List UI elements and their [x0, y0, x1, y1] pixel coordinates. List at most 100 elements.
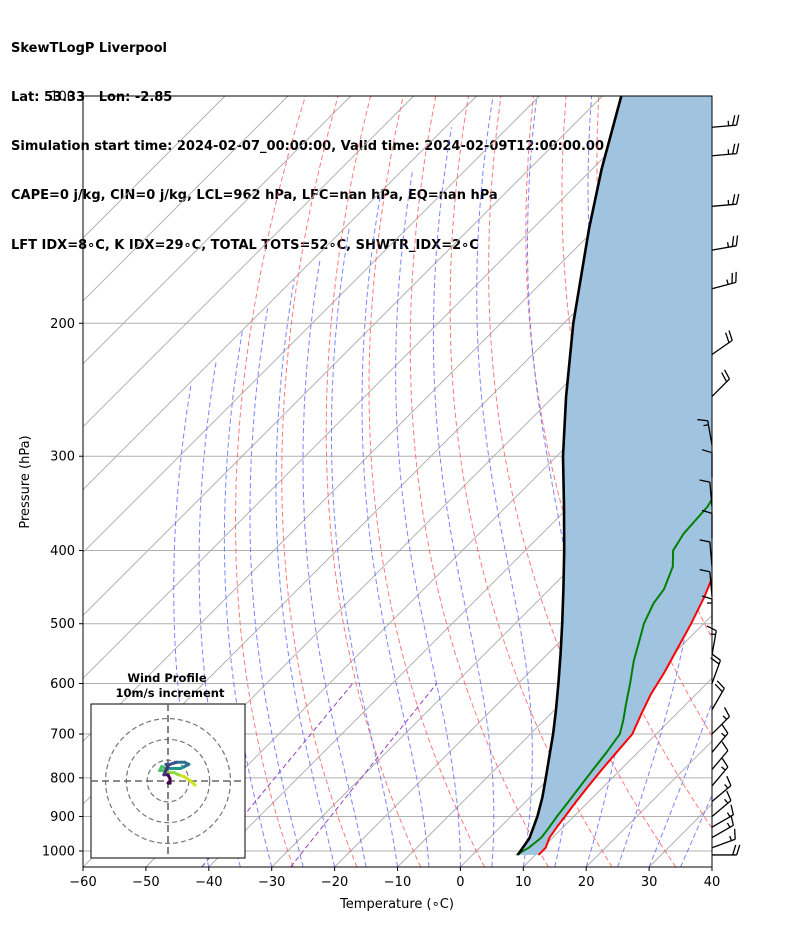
barb-staff — [711, 660, 722, 684]
barb-flag — [731, 236, 735, 247]
moist-adiabat — [302, 260, 367, 867]
barb-flag — [735, 114, 740, 126]
wind-barb — [711, 757, 729, 787]
wind-barb — [711, 369, 731, 397]
wind-barb — [711, 790, 732, 817]
barb-flag — [699, 569, 710, 573]
barb-flag — [733, 828, 736, 840]
barb-flag — [721, 372, 728, 383]
y-axis-label: Pressure (hPa) — [18, 435, 33, 528]
hodograph-inset — [90, 703, 246, 859]
wind-barb — [711, 271, 737, 290]
wind-barb — [701, 509, 713, 539]
dry-adiabat — [368, 96, 485, 867]
barb-flag — [725, 332, 730, 343]
title-line-2: Lat: 53.33 Lon: -2.85 — [11, 90, 173, 106]
dry-adiabat — [235, 96, 306, 867]
wind-barb — [711, 775, 732, 803]
wind-barb — [711, 114, 740, 128]
barb-flag — [726, 790, 732, 801]
x-tick-label: 40 — [704, 875, 721, 890]
isotherm-line — [83, 96, 289, 302]
moist-adiabat — [476, 96, 533, 867]
isotherm-line — [83, 96, 226, 239]
hodograph-plot — [91, 704, 245, 858]
barb-flag — [731, 143, 736, 155]
barb-staff — [711, 203, 737, 207]
wind-barb — [699, 479, 713, 507]
barb-flag — [699, 539, 710, 543]
wind-barb — [711, 828, 736, 849]
x-tick-label: −50 — [132, 875, 159, 890]
barb-flag — [735, 193, 740, 205]
barb-flag — [721, 724, 729, 734]
barb-half-flag — [724, 798, 729, 804]
barb-staff — [711, 750, 729, 770]
barb-flag — [728, 330, 733, 341]
moist-adiabat — [331, 228, 398, 867]
dry-adiabat — [729, 96, 794, 867]
moist-adiabat — [275, 279, 336, 867]
chart-title: SkewTLogP Liverpool Lat: 53.33 Lon: -2.8… — [11, 8, 604, 271]
isotherm-line — [334, 488, 712, 867]
wind-barb — [711, 235, 739, 251]
x-axis-label: Temperature (∘C) — [339, 897, 454, 912]
barb-flag — [721, 757, 729, 768]
moist-adiabat — [680, 794, 712, 867]
barb-flag — [701, 595, 713, 600]
barb-staff — [711, 152, 737, 157]
barb-staff — [711, 245, 737, 251]
wind-barb — [711, 707, 731, 735]
temperature-profile — [537, 575, 712, 856]
barb-flag — [736, 844, 741, 856]
barb-flag — [731, 194, 736, 205]
title-line-1: SkewTLogP Liverpool — [11, 40, 167, 56]
barb-flag — [699, 479, 710, 483]
wind-barb — [712, 844, 741, 856]
x-tick-label: −10 — [384, 875, 411, 890]
y-tick-label: 200 — [50, 317, 75, 332]
hodograph-title: Wind Profile — [127, 671, 207, 685]
dry-adiabat — [449, 96, 613, 867]
plot-area — [83, 96, 794, 867]
barb-half-flag — [722, 715, 728, 720]
wind-barb — [699, 569, 713, 597]
y-tick-label: 800 — [50, 771, 75, 786]
x-tick-label: −60 — [69, 875, 96, 890]
barb-flag — [730, 814, 735, 826]
y-tick-label: 500 — [50, 617, 75, 632]
barb-flag — [697, 418, 708, 422]
x-tick-label: 30 — [641, 875, 658, 890]
barb-flag — [710, 657, 720, 665]
wind-barb — [711, 804, 735, 828]
y-tick-label: 700 — [50, 728, 75, 743]
isotherm-line — [271, 426, 712, 867]
barb-staff — [711, 824, 734, 839]
barb-staff — [711, 688, 725, 711]
wind-barb — [701, 449, 713, 478]
dry-adiabat — [762, 96, 794, 867]
moist-adiabat — [361, 194, 430, 867]
y-tick-label: 400 — [50, 544, 75, 559]
barb-half-flag — [726, 812, 731, 818]
isotherm-line — [83, 96, 540, 554]
y-tick-label: 1000 — [42, 845, 75, 860]
dry-adiabat — [281, 96, 358, 867]
isotherm-line — [83, 96, 352, 365]
barb-half-flag — [726, 279, 729, 285]
wind-barb — [710, 653, 722, 684]
x-tick-label: −40 — [195, 875, 222, 890]
isotherm-line — [83, 96, 666, 679]
isotherm-line — [83, 96, 477, 491]
dry-adiabat — [525, 96, 712, 829]
barb-half-flag — [729, 835, 733, 841]
dry-adiabat — [325, 96, 422, 867]
barb-flag — [723, 707, 731, 717]
wind-barb — [701, 595, 713, 624]
moist-adiabat — [617, 96, 700, 867]
barb-flag — [711, 653, 721, 661]
dewpoint-profile — [515, 497, 712, 856]
moist-adiabat — [527, 96, 579, 867]
isotherm-line — [83, 96, 603, 617]
